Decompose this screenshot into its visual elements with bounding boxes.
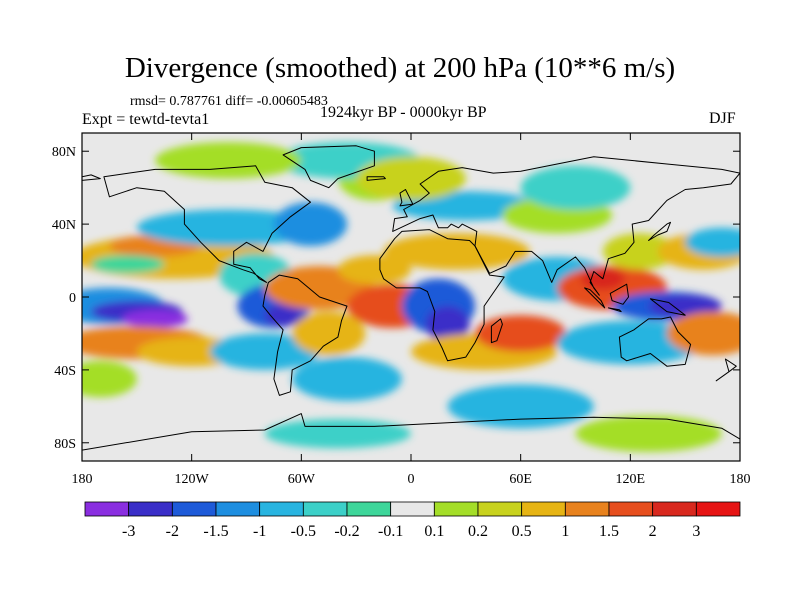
coastline [649,298,686,316]
colorbar-swatch [608,501,654,517]
field-blob [122,309,189,328]
x-tick-label: 180 [72,472,93,487]
colorbar-swatch [259,501,304,517]
chart-title: Divergence (smoothed) at 200 hPa (10**6 … [124,52,676,84]
field-blob [273,202,348,246]
coastline [618,316,692,367]
x-tick-label: 120E [616,472,646,487]
coastline [103,165,311,283]
season-label: DJF [709,110,736,127]
coastline [607,307,622,313]
colorbar-swatch [84,501,130,517]
coastline [490,318,503,344]
x-tick-label: 60W [288,472,316,487]
colorbar-label: -0.2 [334,523,359,540]
map-area [81,132,741,462]
field-blob [209,333,320,370]
y-tick-label: 80N [52,145,76,160]
colorbar-swatch [652,501,697,517]
colorbar-swatch [171,501,217,517]
coastline [609,283,629,305]
colorbar-swatch [521,501,566,517]
coastline [392,156,740,296]
field-blob [383,233,530,270]
x-tick-label: 60E [509,472,532,487]
y-tick-label: 0 [69,291,76,306]
field-blob [602,233,677,270]
colorbar-label: 2 [649,523,657,540]
colorbar-swatch [695,501,741,517]
field-blob [292,311,366,356]
field-blob [575,415,722,452]
colorbar-swatch [390,501,435,517]
y-tick-label: 40S [54,364,76,379]
colorbar-label: -2 [166,523,179,540]
coastline [282,145,375,189]
colorbar-label: 1.5 [599,523,619,540]
colorbar-label: 0.5 [512,523,532,540]
x-tick-label: 120W [175,472,210,487]
coastline [379,229,505,362]
field-blob [91,255,165,274]
field-blob [82,360,137,398]
colorbar-swatch [346,501,392,517]
coastline [82,413,740,461]
field-blob [337,255,412,285]
stats-label: rmsd= 0.787761 diff= -0.00605483 [130,94,328,109]
colorbar-label: -0.1 [378,523,403,540]
colorbar-label: 0.1 [424,523,444,540]
colorbar-label: -3 [122,523,135,540]
colorbar: -3 -2 -1.5 -1 -0.5 -0.2 -0.1 0.1 0.2 0.5 1 1.5 2 3 [84,501,741,540]
colorbar-label: -0.5 [291,523,316,540]
coastline [366,176,386,181]
field-blob [155,142,302,179]
colorbar-swatch [564,501,610,517]
field-blob [264,304,302,327]
colorbar-label: 3 [692,523,700,540]
field-blob [425,306,470,343]
experiment-label: Expt = tewtd-tevta1 [82,111,210,128]
coastline [399,189,414,207]
field-blob [356,156,466,201]
colorbar-swatch [477,501,523,517]
colorbar-swatch [215,501,261,517]
colorbar-label: -1 [253,523,266,540]
colorbar-label: -1.5 [203,523,228,540]
coastlines [82,145,740,461]
colorbar-label: 0.2 [468,523,488,540]
field-blob [447,384,594,429]
coastline [82,174,101,181]
x-axis: 180 120W 60W 0 60E 120E 180 [72,133,751,487]
field-blob [520,165,631,210]
field-blob [666,311,740,356]
colorbar-swatch [302,501,348,517]
colorbar-label: 1 [561,523,569,540]
field-blob [685,227,740,257]
field-blob [474,315,567,352]
coastline [648,221,671,241]
coastline [584,287,606,309]
y-tick-label: 40N [52,218,76,233]
colorbar-swatch [128,501,173,517]
field-blob [292,357,402,401]
field-blob [264,419,411,449]
coastline [262,274,348,396]
x-tick-label: 0 [408,472,415,487]
x-tick-label: 180 [730,472,751,487]
y-axis: 80N 40N 0 40S 80S [52,145,740,452]
colorbar-swatch [433,501,479,517]
field-blob [136,209,320,246]
y-tick-label: 80S [54,437,76,452]
field-blob [557,320,704,365]
period-label: 1924kyr BP - 0000kyr BP [320,104,487,121]
coastline [715,358,737,382]
